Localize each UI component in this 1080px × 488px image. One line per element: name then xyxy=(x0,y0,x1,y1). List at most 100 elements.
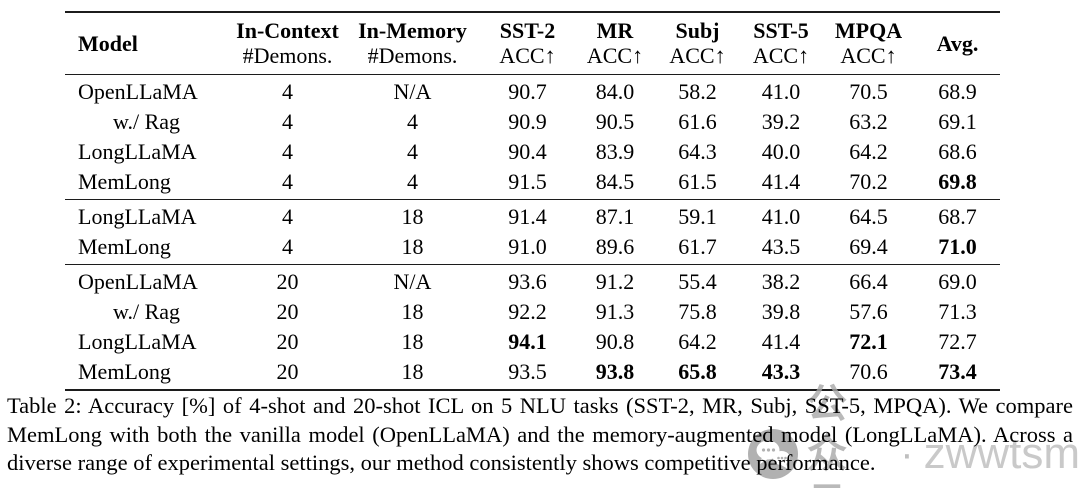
table-row: LongLLaMA 20 18 94.1 90.8 64.2 41.4 72.1… xyxy=(65,327,1000,357)
cell-mpqa: 66.4 xyxy=(849,269,888,294)
chat-bubbles-icon xyxy=(748,429,798,479)
group-4shot-18mem: LongLLaMA 4 18 91.4 87.1 59.1 41.0 64.5 … xyxy=(65,199,1000,265)
cell-model: w./ Rag xyxy=(113,109,181,134)
cell-mr: 83.9 xyxy=(595,139,635,164)
cell-mpqa: 57.6 xyxy=(849,299,888,324)
table-row: w./ Rag 4 4 90.9 90.5 61.6 39.2 63.2 69.… xyxy=(65,107,1000,137)
cell-sst5: 41.0 xyxy=(761,79,801,104)
cell-in-context: 4 xyxy=(282,169,293,194)
cell-avg: 72.7 xyxy=(938,329,977,354)
cell-mr: 93.8 xyxy=(595,359,635,384)
cell-mpqa: 63.2 xyxy=(849,109,888,134)
cell-model: LongLLaMA xyxy=(78,139,197,164)
cell-mpqa: 72.1 xyxy=(849,329,888,354)
watermark-cn-text: 公众号 xyxy=(807,382,853,488)
table-header: Model In-Context #Demons. In-Memory #Demon… xyxy=(65,12,1000,75)
header-in-memory-line1: In-Memory xyxy=(358,18,467,43)
caption-line-1: Table 2: Accuracy [%] of 4-shot and 20-s… xyxy=(7,393,1073,418)
table-row: OpenLLaMA 4 N/A 90.7 84.0 58.2 41.0 70.5… xyxy=(65,75,1000,108)
cell-sst2: 90.7 xyxy=(508,79,547,104)
cell-in-context: 20 xyxy=(276,329,299,354)
header-in-context: In-Context #Demons. xyxy=(230,12,345,75)
cell-sst2: 90.4 xyxy=(508,139,547,164)
table-row: OpenLLaMA 20 N/A 93.6 91.2 55.4 38.2 66.… xyxy=(65,265,1000,298)
header-in-context-line2: #Demons. xyxy=(242,43,333,68)
table-row: w./ Rag 20 18 92.2 91.3 75.8 39.8 57.6 7… xyxy=(65,297,1000,327)
header-mpqa-line2: ACC↑ xyxy=(840,43,897,68)
cell-sst5: 43.5 xyxy=(761,234,801,259)
cell-avg: 69.0 xyxy=(938,269,977,294)
table-row: MemLong 20 18 93.5 93.8 65.8 43.3 70.6 7… xyxy=(65,357,1000,390)
cell-in-memory: 4 xyxy=(407,109,418,134)
cell-model: MemLong xyxy=(78,359,171,384)
table-row: MemLong 4 4 91.5 84.5 61.5 41.4 70.2 69.… xyxy=(65,167,1000,200)
cell-subj: 61.7 xyxy=(678,234,717,259)
cell-avg: 71.3 xyxy=(938,299,977,324)
cell-sst5: 41.4 xyxy=(761,169,801,194)
cell-sst5: 41.4 xyxy=(761,329,801,354)
cell-in-context: 4 xyxy=(282,234,293,259)
watermark-separator: · xyxy=(900,432,914,476)
cell-sst2: 92.2 xyxy=(508,299,547,324)
cell-model: OpenLLaMA xyxy=(78,79,198,104)
cell-in-context: 4 xyxy=(282,139,293,164)
cell-avg: 69.1 xyxy=(938,109,977,134)
cell-sst5: 40.0 xyxy=(761,139,801,164)
header-in-context-line1: In-Context xyxy=(236,18,339,43)
cell-subj: 61.5 xyxy=(678,169,717,194)
cell-sst2: 94.1 xyxy=(508,329,547,354)
header-sst2-line1: SST-2 xyxy=(499,18,556,43)
cell-subj: 64.2 xyxy=(678,329,717,354)
cell-sst5: 39.2 xyxy=(761,109,801,134)
cell-sst2: 91.0 xyxy=(508,234,547,259)
cell-avg: 71.0 xyxy=(938,234,977,259)
cell-sst2: 90.9 xyxy=(508,109,547,134)
header-mr-line2: ACC↑ xyxy=(586,43,644,68)
cell-mpqa: 70.5 xyxy=(849,79,888,104)
cell-model: LongLLaMA xyxy=(78,329,197,354)
cell-sst5: 41.0 xyxy=(761,204,801,229)
header-mpqa-line1: MPQA xyxy=(834,18,903,43)
watermark-en-text: zwwtsm xyxy=(923,429,1080,478)
group-4shot: OpenLLaMA 4 N/A 90.7 84.0 58.2 41.0 70.5… xyxy=(65,74,1000,200)
cell-mpqa: 70.2 xyxy=(849,169,888,194)
cell-in-context: 4 xyxy=(282,109,293,134)
header-avg: Avg. xyxy=(915,12,1000,75)
header-sst5: SST-5 ACC↑ xyxy=(740,12,822,75)
cell-in-memory: 18 xyxy=(401,234,424,259)
header-mr: MR ACC↑ xyxy=(575,12,655,75)
cell-model: w./ Rag xyxy=(113,299,181,324)
cell-in-context: 4 xyxy=(282,79,293,104)
cell-mpqa: 64.2 xyxy=(849,139,888,164)
cell-mr: 89.6 xyxy=(595,234,635,259)
cell-subj: 64.3 xyxy=(678,139,717,164)
header-in-memory: In-Memory #Demons. xyxy=(345,12,480,75)
group-20shot: OpenLLaMA 20 N/A 93.6 91.2 55.4 38.2 66.… xyxy=(65,264,1000,391)
cell-in-context: 20 xyxy=(276,299,299,324)
cell-sst2: 91.4 xyxy=(508,204,547,229)
header-in-memory-line2: #Demons. xyxy=(367,43,458,68)
cell-mr: 84.5 xyxy=(595,169,635,194)
cell-mr: 84.0 xyxy=(595,79,635,104)
cell-subj: 75.8 xyxy=(678,299,717,324)
cell-subj: 61.6 xyxy=(678,109,717,134)
header-sst2: SST-2 ACC↑ xyxy=(480,12,575,75)
cell-subj: 59.1 xyxy=(678,204,717,229)
header-subj-line1: Subj xyxy=(675,18,720,43)
cell-sst5: 39.8 xyxy=(761,299,801,324)
header-model: Model xyxy=(65,12,230,75)
cell-avg: 68.7 xyxy=(938,204,977,229)
cell-subj: 65.8 xyxy=(678,359,717,384)
watermark: 公众号 · zwwtsm xyxy=(748,382,1080,488)
cell-in-memory: N/A xyxy=(393,79,432,104)
header-sst5-line1: SST-5 xyxy=(753,18,809,43)
cell-mr: 87.1 xyxy=(595,204,635,229)
header-subj-line2: ACC↑ xyxy=(669,43,726,68)
cell-model: MemLong xyxy=(78,234,171,259)
table-row: LongLLaMA 4 4 90.4 83.9 64.3 40.0 64.2 6… xyxy=(65,137,1000,167)
cell-sst2: 91.5 xyxy=(508,169,547,194)
header-sst2-line2: ACC↑ xyxy=(499,43,556,68)
cell-subj: 58.2 xyxy=(678,79,717,104)
cell-avg: 68.9 xyxy=(938,79,977,104)
cell-mr: 90.8 xyxy=(595,329,635,354)
